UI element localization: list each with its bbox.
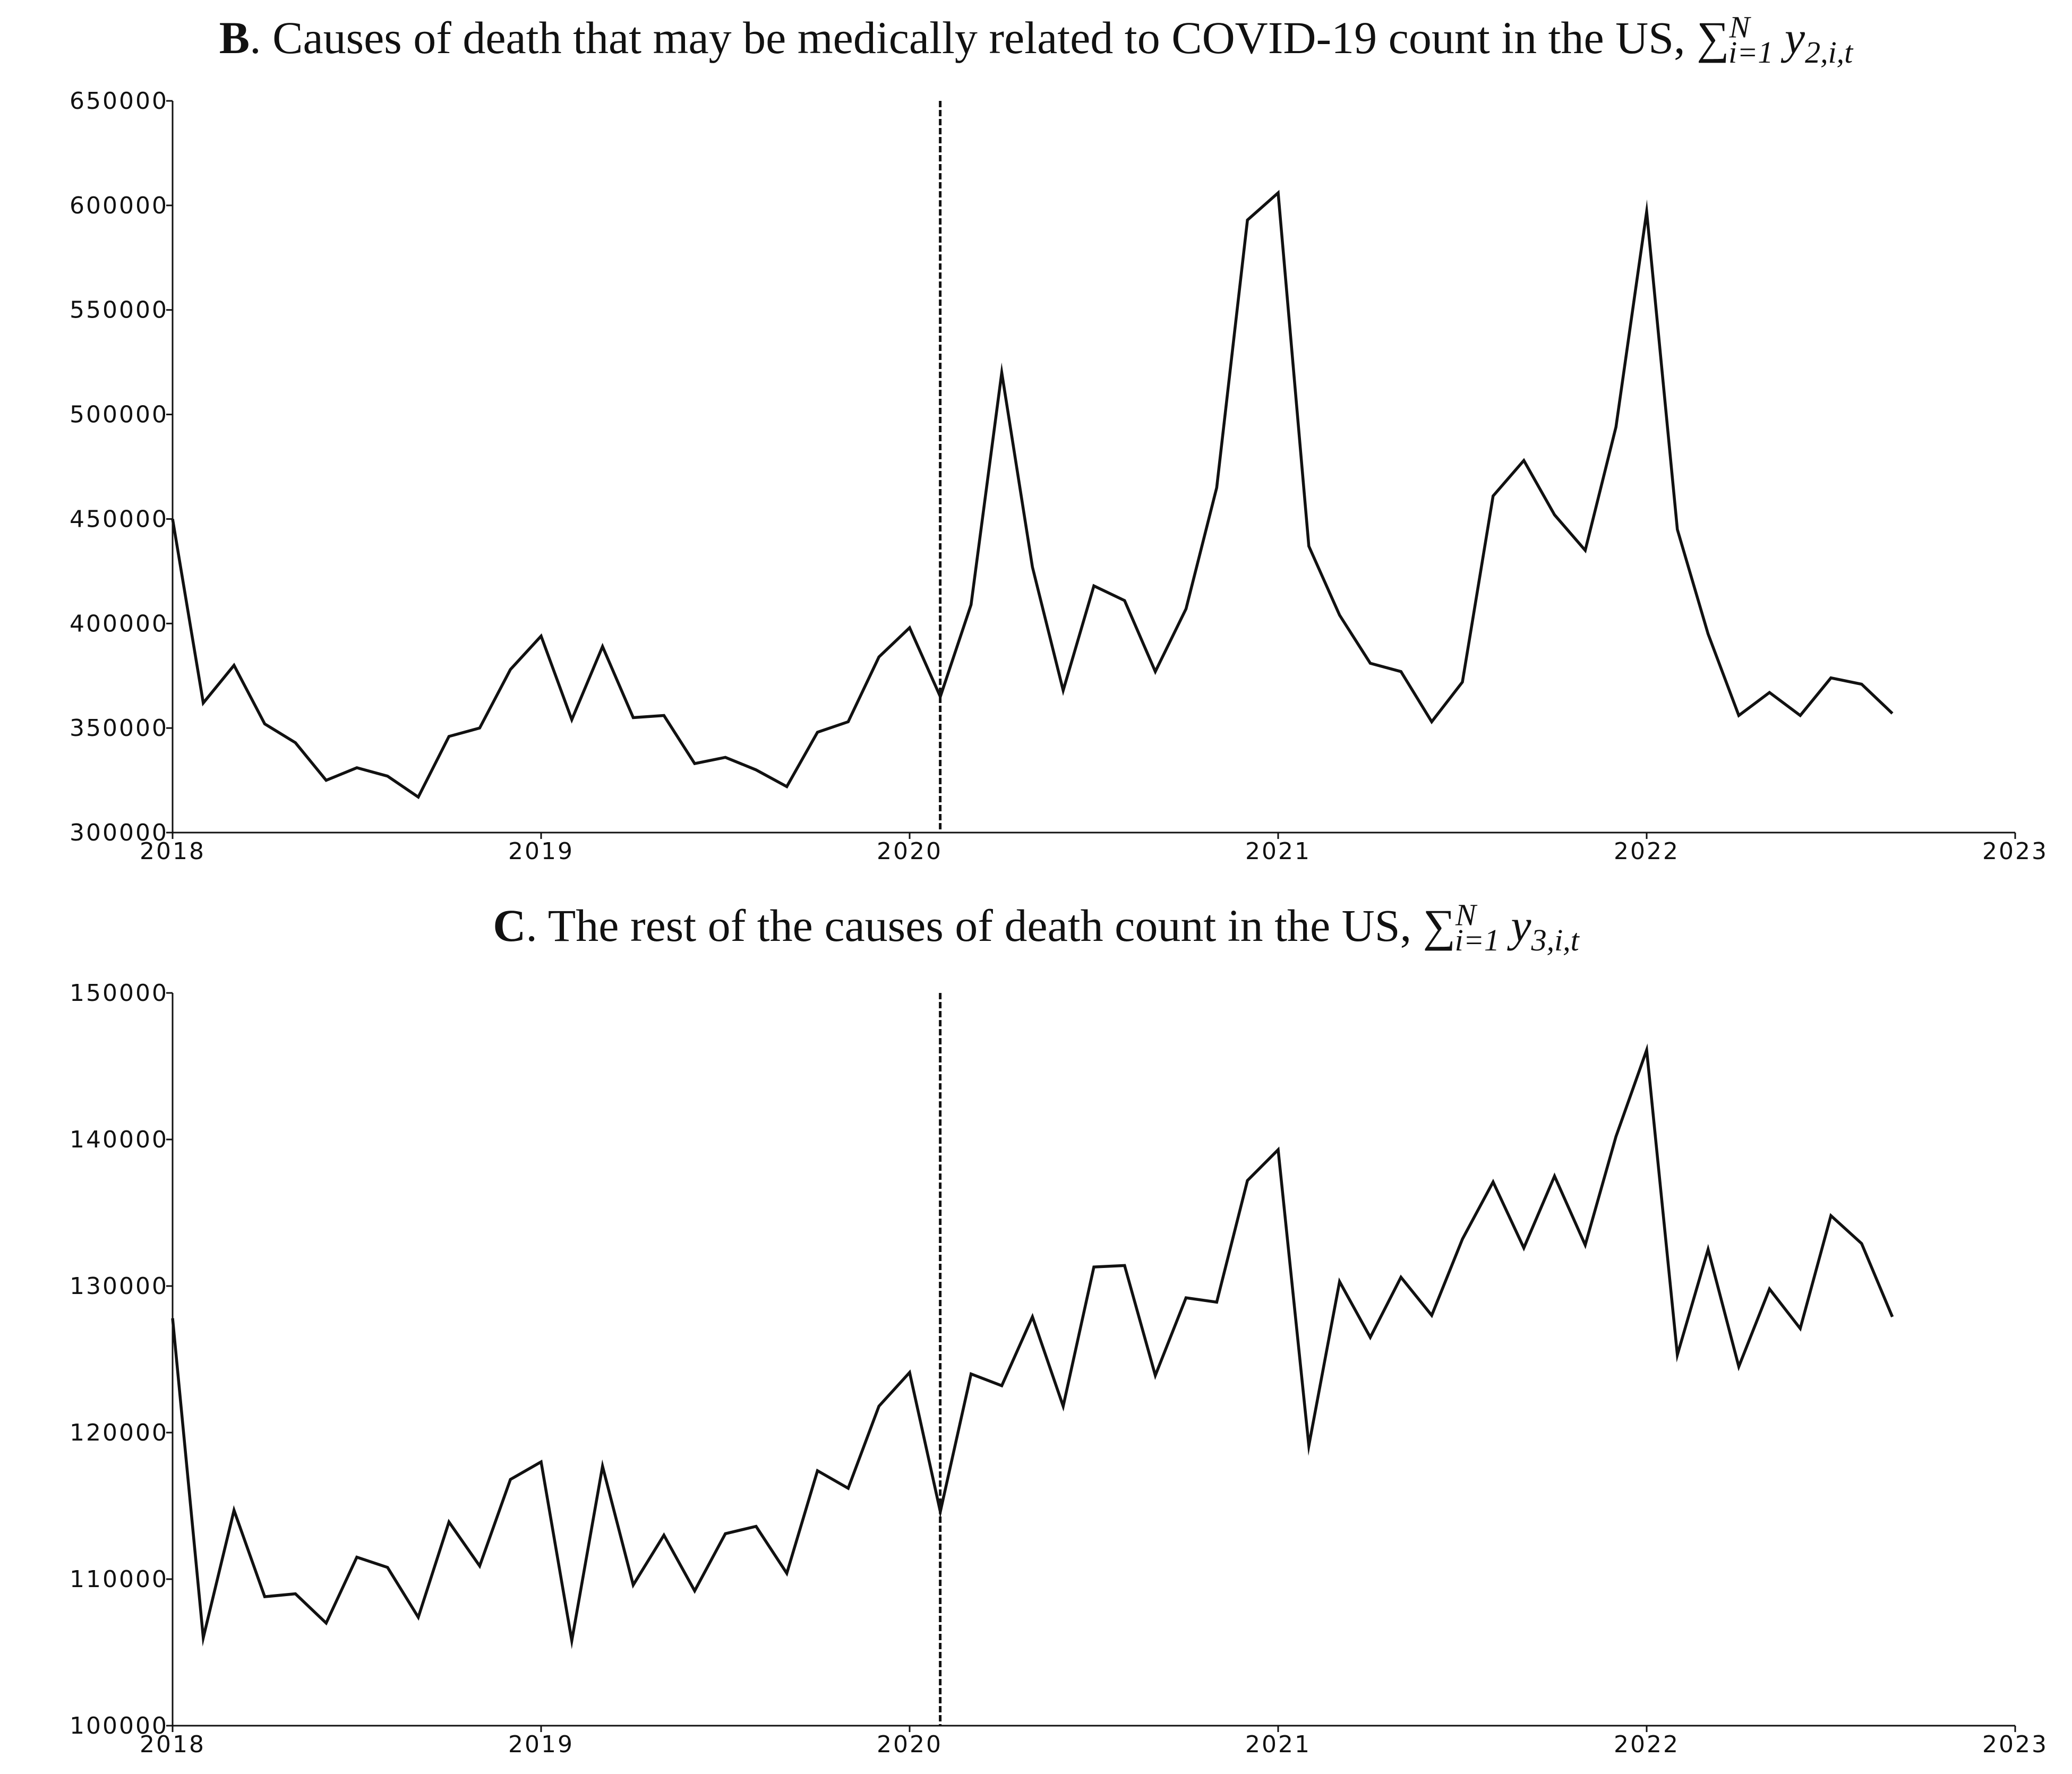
panel-b-plot: 300000 350000 400000 450000 500000 550000 6000… xyxy=(70,88,2048,865)
c-x-tick-label: 2021 xyxy=(1245,1731,1311,1758)
c-x-tick-label: 2018 xyxy=(140,1731,206,1758)
c-series-line-y3 xyxy=(171,1043,1894,1649)
panel-b-title: B. Causes of death that may be medically… xyxy=(0,10,2072,70)
panel-b-math: ∑Ni=1 y2,i,t xyxy=(1697,10,1853,70)
b-y-tick-label: 650000 xyxy=(70,88,168,115)
c-x-tick-label: 2020 xyxy=(877,1731,943,1758)
c-y-tick-label: 120000 xyxy=(70,1419,168,1446)
b-x-tick-label: 2018 xyxy=(140,838,206,865)
c-y-tick-label: 130000 xyxy=(70,1273,168,1300)
panel-c-plot: 100000 110000 120000 130000 140000 150000 2018… xyxy=(70,980,2048,1758)
panel-b-title-text: . Causes of death that may be medically … xyxy=(250,12,1697,63)
b-x-tick-label: 2022 xyxy=(1614,838,1680,865)
b-y-tick-label: 350000 xyxy=(70,715,168,742)
panel-c-title-text: . The rest of the causes of death count … xyxy=(526,900,1423,951)
b-y-tick-label: 400000 xyxy=(70,610,168,637)
b-y-tick-label: 500000 xyxy=(70,401,168,428)
c-x-tick-label: 2023 xyxy=(1982,1731,2048,1758)
c-x-tick-label: 2019 xyxy=(508,1731,574,1758)
b-y-tick-label: 300000 xyxy=(70,819,168,846)
c-x-tick-label: 2022 xyxy=(1614,1731,1680,1758)
b-x-tick-label: 2023 xyxy=(1982,838,2048,865)
c-y-tick-label: 150000 xyxy=(70,980,168,1007)
c-y-tick-label: 110000 xyxy=(70,1566,168,1593)
panel-c-title: C. The rest of the causes of death count… xyxy=(0,897,2072,958)
b-x-tick-label: 2020 xyxy=(877,838,943,865)
b-y-tick-label: 450000 xyxy=(70,505,168,533)
b-x-tick-label: 2019 xyxy=(508,838,574,865)
panel-b-letter: B xyxy=(219,12,250,63)
c-y-tick-label: 140000 xyxy=(70,1126,168,1153)
b-y-tick-label: 550000 xyxy=(70,297,168,324)
b-x-tick-label: 2021 xyxy=(1245,838,1311,865)
panel-c-letter: C xyxy=(493,900,526,951)
panel-c-math: ∑Ni=1 y3,i,t xyxy=(1423,897,1579,958)
b-series-line-y2 xyxy=(171,190,1894,800)
c-y-tick-label: 100000 xyxy=(70,1712,168,1739)
b-y-tick-label: 600000 xyxy=(70,192,168,219)
